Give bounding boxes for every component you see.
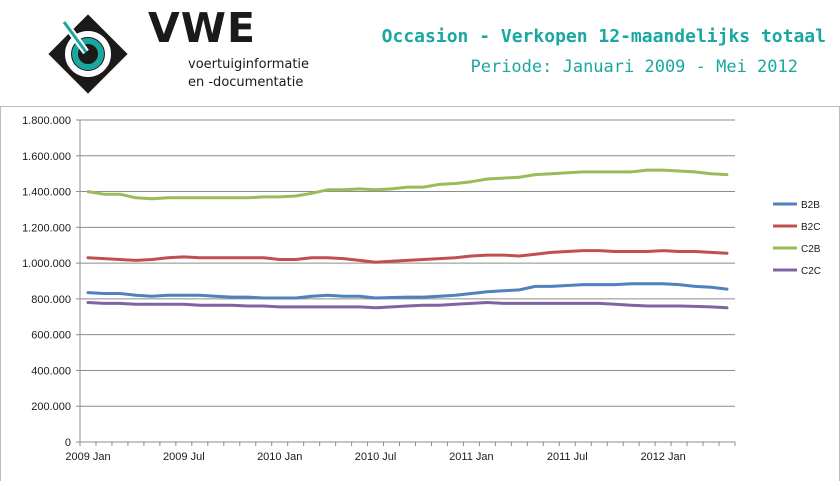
y-tick-label: 1.600.000: [22, 151, 71, 163]
y-tick-label: 400.000: [31, 365, 71, 377]
gridlines: [76, 119, 735, 443]
y-axis-tick-labels: 0 200.000 400.000 600.000 800.000 1.000.000 1.…: [22, 115, 71, 449]
report-period: Periode: Januari 2009 - Mei 2012: [470, 57, 798, 77]
y-tick-label: 0: [65, 437, 71, 449]
x-tick-label: 2010 Jul: [355, 451, 397, 463]
y-tick-label: 1.200.000: [22, 222, 71, 234]
series-line-c2b: [86, 168, 729, 201]
brand-name: VWE: [148, 4, 256, 52]
report-header: VWE voertuiginformatie en -documentatie …: [0, 0, 840, 106]
legend-label-b2b: B2B: [801, 200, 820, 211]
x-tick-label: 2011 Jan: [449, 451, 493, 463]
series-line-b2c: [86, 249, 729, 264]
series-line-b2b: [86, 282, 729, 300]
legend-label-c2c: C2C: [801, 266, 821, 277]
y-tick-label: 800.000: [31, 294, 71, 306]
brand-tagline-line1: voertuiginformatie: [188, 57, 310, 72]
series-lines: [86, 168, 729, 310]
legend-label-c2b: C2B: [801, 244, 821, 255]
y-tick-label: 600.000: [31, 330, 71, 342]
report-title: Occasion - Verkopen 12-maandelijks totaa…: [381, 26, 826, 47]
x-tick-label: 2011 Jul: [547, 451, 588, 463]
axes: [79, 120, 736, 446]
legend: B2B B2C C2B C2C: [773, 200, 821, 277]
y-tick-label: 200.000: [31, 401, 71, 413]
y-tick-label: 1.400.000: [22, 187, 71, 199]
chart-panel: 0 200.000 400.000 600.000 800.000 1.000.000 1.…: [0, 106, 840, 481]
x-tick-label: 2010 Jan: [257, 451, 302, 463]
line-chart: 0 200.000 400.000 600.000 800.000 1.000.000 1.…: [22, 115, 821, 463]
series-line-c2c: [86, 301, 729, 310]
x-tick-label: 2009 Jul: [163, 451, 205, 463]
y-tick-label: 1.000.000: [22, 258, 71, 270]
x-axis-tick-labels: 2009 Jan 2009 Jul 2010 Jan 2010 Jul 2011 Jan…: [65, 451, 685, 463]
vwe-logo: [48, 14, 128, 94]
brand-tagline-line2: en -documentatie: [188, 75, 304, 90]
x-tick-label: 2009 Jan: [65, 451, 110, 463]
legend-label-b2c: B2C: [801, 222, 820, 233]
x-tick-label: 2012 Jan: [640, 451, 685, 463]
y-tick-label: 1.800.000: [22, 115, 71, 127]
